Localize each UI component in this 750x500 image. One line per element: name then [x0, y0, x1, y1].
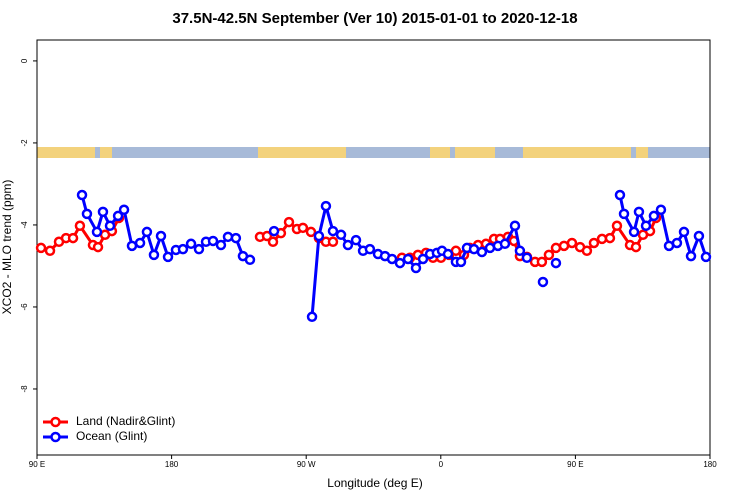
point	[550, 257, 562, 269]
point	[550, 242, 562, 254]
point	[499, 238, 511, 250]
legend-label: Ocean (Glint)	[76, 429, 147, 443]
point	[185, 238, 197, 250]
point	[410, 262, 422, 274]
point	[537, 276, 549, 288]
x-tick-label: 90 W	[297, 460, 316, 469]
point	[297, 222, 309, 234]
point	[306, 311, 318, 323]
point	[350, 234, 362, 246]
point	[313, 230, 325, 242]
point	[566, 237, 578, 249]
point	[44, 245, 56, 257]
point	[283, 216, 295, 228]
point	[141, 226, 153, 238]
point	[630, 241, 642, 253]
point	[611, 220, 623, 232]
point	[648, 210, 660, 222]
x-tick-label: 0	[439, 460, 444, 469]
point	[364, 243, 376, 255]
point	[521, 252, 533, 264]
point	[320, 200, 332, 212]
point	[386, 253, 398, 265]
x-tick-label: 180	[165, 460, 179, 469]
x-axis-label: Longitude (deg E)	[327, 476, 422, 490]
point	[268, 225, 280, 237]
point	[614, 189, 626, 201]
point	[261, 230, 273, 242]
point	[536, 256, 548, 268]
point	[126, 240, 138, 252]
point	[509, 220, 521, 232]
point	[162, 251, 174, 263]
point	[244, 254, 256, 266]
point	[35, 242, 47, 254]
y-tick-label: 0	[20, 58, 29, 63]
point	[118, 204, 130, 216]
point	[81, 208, 93, 220]
x-tick-label: 90 E	[29, 460, 45, 469]
x-tick-label: 180	[703, 460, 717, 469]
point	[693, 230, 705, 242]
point	[148, 249, 160, 261]
point	[476, 246, 488, 258]
point	[230, 232, 242, 244]
y-axis-label: XCO2 - MLO trend (ppm)	[0, 180, 14, 315]
point	[112, 210, 124, 222]
point	[67, 232, 79, 244]
point	[628, 226, 640, 238]
point	[335, 229, 347, 241]
point	[543, 249, 555, 261]
point	[604, 232, 616, 244]
point	[193, 243, 205, 255]
point	[394, 257, 406, 269]
point	[640, 220, 652, 232]
point	[92, 241, 104, 253]
point	[442, 248, 454, 260]
point	[222, 231, 234, 243]
point	[104, 220, 116, 232]
point	[588, 237, 600, 249]
point	[685, 250, 697, 262]
point	[678, 226, 690, 238]
point	[514, 245, 526, 257]
point	[342, 239, 354, 251]
y-tick-label: -2	[20, 139, 29, 147]
y-tick-label: -6	[20, 303, 29, 311]
point	[155, 230, 167, 242]
point	[327, 236, 339, 248]
point	[700, 251, 712, 263]
chart-title: 37.5N-42.5N September (Ver 10) 2015-01-0…	[172, 10, 577, 27]
point	[76, 189, 88, 201]
x-tick-label: 90 E	[567, 460, 583, 469]
map-strip	[37, 147, 710, 158]
point	[655, 204, 667, 216]
point	[97, 206, 109, 218]
point	[207, 235, 219, 247]
y-tick-label: -8	[20, 385, 29, 393]
point	[327, 225, 339, 237]
legend-label: Land (Nadir&Glint)	[76, 414, 175, 428]
legend-marker	[50, 431, 61, 443]
point	[215, 239, 227, 251]
point	[305, 226, 317, 238]
y-tick-label: -4	[20, 221, 29, 229]
point	[267, 236, 279, 248]
point	[74, 220, 86, 232]
point	[134, 237, 146, 249]
point	[402, 253, 414, 265]
point	[455, 256, 467, 268]
point	[618, 208, 630, 220]
point	[633, 206, 645, 218]
point	[91, 226, 103, 238]
point	[581, 245, 593, 257]
point	[177, 243, 189, 255]
legend-marker	[50, 416, 61, 428]
point	[417, 253, 429, 265]
point	[671, 237, 683, 249]
